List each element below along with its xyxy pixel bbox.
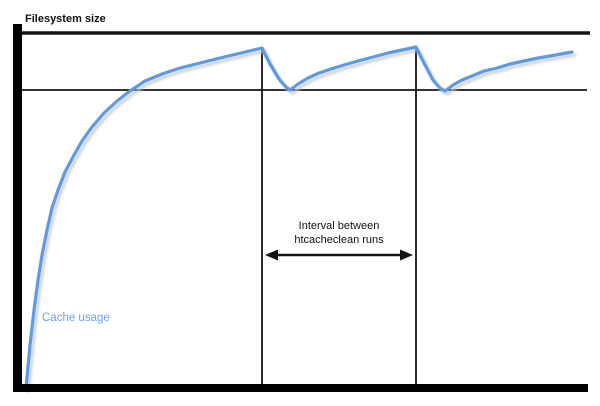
cache-usage-label: Cache usage (42, 312, 110, 324)
interval-arrow-left-head (265, 249, 278, 261)
y-axis (13, 24, 22, 392)
interval-label-line2: htcacheclean runs (294, 234, 384, 246)
cache-usage-curve-shadow (26, 48, 577, 393)
filesystem-size-label: Filesystem size (25, 13, 106, 25)
interval-label-line1: Interval between (298, 220, 380, 232)
x-axis (13, 384, 588, 392)
interval-arrow-right-head (400, 249, 413, 261)
interval-arrow (265, 249, 413, 261)
cache-usage-curve (24, 45, 574, 390)
interval-label: Interval between htcacheclean runs (262, 219, 416, 247)
